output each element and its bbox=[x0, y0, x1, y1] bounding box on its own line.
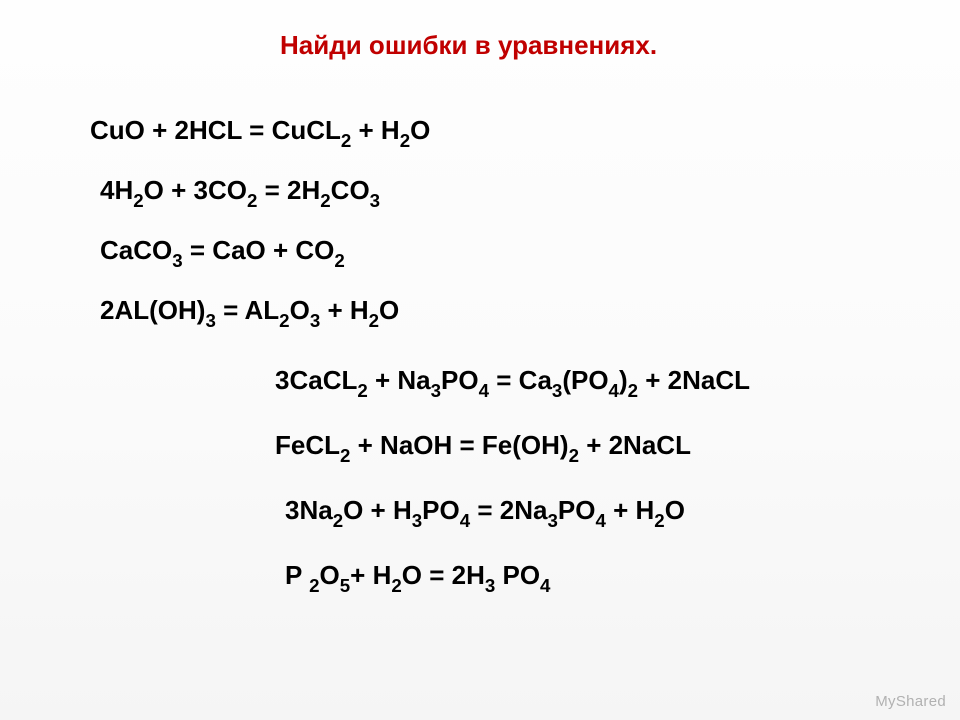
watermark-brand: MyShared bbox=[875, 693, 946, 710]
subscript: 2 bbox=[333, 510, 343, 531]
subscript: 3 bbox=[412, 510, 422, 531]
subscript: 3 bbox=[205, 310, 215, 331]
subscript: 2 bbox=[400, 130, 410, 151]
subscript: 2 bbox=[133, 190, 143, 211]
subscript: 2 bbox=[569, 445, 579, 466]
subscript: 4 bbox=[595, 510, 605, 531]
subscript: 4 bbox=[460, 510, 470, 531]
subscript: 3 bbox=[370, 190, 380, 211]
subscript: 3 bbox=[431, 380, 441, 401]
subscript: 2 bbox=[341, 130, 351, 151]
equation-line: FeCL2 + NaOH = Fe(OH)2 + 2NaCL bbox=[275, 430, 691, 465]
subscript: 3 bbox=[310, 310, 320, 331]
subscript: 2 bbox=[334, 250, 344, 271]
subscript: 2 bbox=[309, 575, 319, 596]
equation-line: CaCO3 = CaO + CO2 bbox=[100, 235, 345, 270]
subscript: 3 bbox=[552, 380, 562, 401]
subscript: 4 bbox=[540, 575, 550, 596]
page-title: Найди ошибки в уравнениях. bbox=[280, 30, 657, 61]
subscript: 2 bbox=[357, 380, 367, 401]
subscript: 2 bbox=[628, 380, 638, 401]
subscript: 2 bbox=[340, 445, 350, 466]
title-text: Найди ошибки в уравнениях. bbox=[280, 30, 657, 60]
subscript: 2 bbox=[320, 190, 330, 211]
subscript: 2 bbox=[279, 310, 289, 331]
equation-line: 4H2O + 3CO2 = 2H2CO3 bbox=[100, 175, 380, 210]
equation-line: 3Na2O + H3PO4 = 2Na3PO4 + H2O bbox=[285, 495, 685, 530]
subscript: 3 bbox=[485, 575, 495, 596]
subscript: 3 bbox=[172, 250, 182, 271]
subscript: 2 bbox=[654, 510, 664, 531]
equation-line: 3CaCL2 + Na3PO4 = Ca3(PO4)2 + 2NaCL bbox=[275, 365, 750, 400]
subscript: 2 bbox=[369, 310, 379, 331]
subscript: 2 bbox=[247, 190, 257, 211]
subscript: 5 bbox=[340, 575, 350, 596]
subscript: 2 bbox=[391, 575, 401, 596]
subscript: 3 bbox=[547, 510, 557, 531]
equation-line: CuO + 2HCL = CuCL2 + H2O bbox=[90, 115, 430, 150]
equation-line: P 2O5+ H2O = 2H3 PO4 bbox=[285, 560, 550, 595]
subscript: 4 bbox=[479, 380, 489, 401]
equation-line: 2AL(OH)3 = AL2O3 + H2O bbox=[100, 295, 399, 330]
subscript: 4 bbox=[609, 380, 619, 401]
